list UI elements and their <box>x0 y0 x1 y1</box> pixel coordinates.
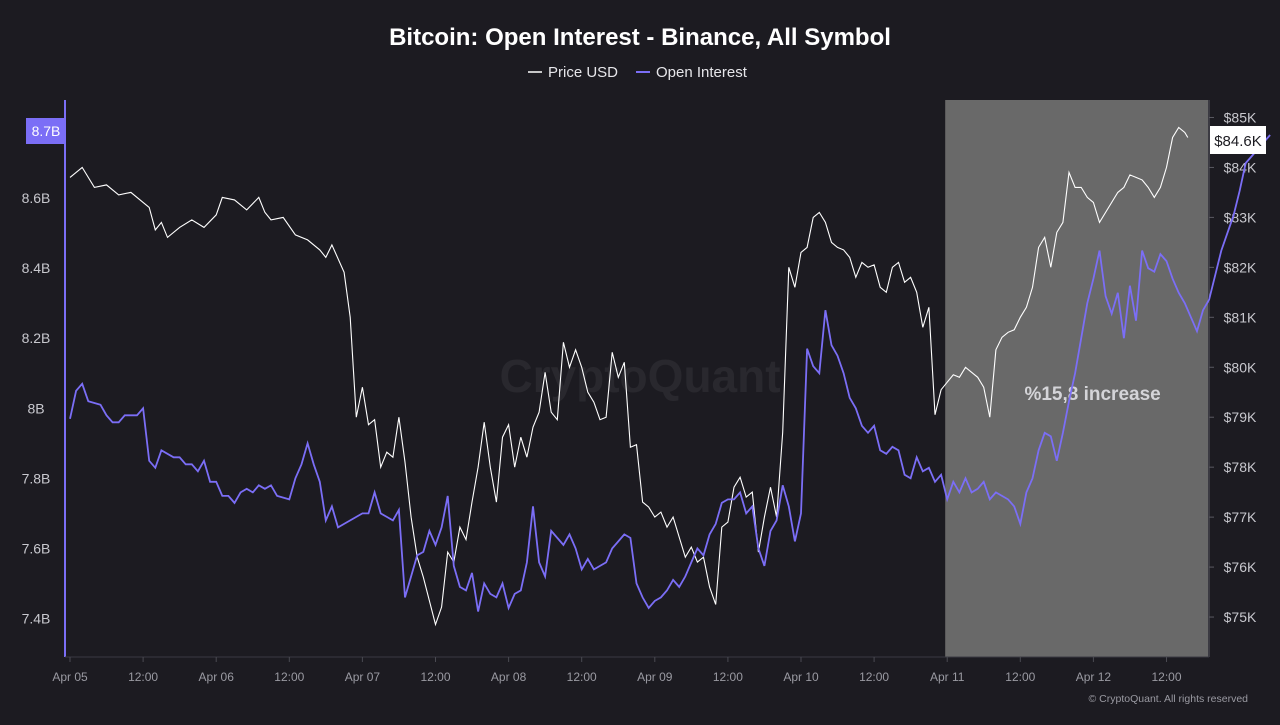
left-last-value-label: 8.7B <box>32 123 61 139</box>
x-axis-tick-label: Apr 09 <box>637 670 673 684</box>
right-axis-tick-label: $79K <box>1224 409 1257 425</box>
x-axis-tick-label: 12:00 <box>713 670 743 684</box>
left-axis-ticks: 7.4B 7.6B 7.8B 8B 8.2B 8.4B 8.6B <box>22 190 51 626</box>
x-axis-tick-label: 12:00 <box>859 670 889 684</box>
series-line-price-usd <box>69 126 1189 627</box>
x-axis-tick-label: 12:00 <box>567 670 597 684</box>
left-axis-tick-label: 7.4B <box>22 610 51 626</box>
footer-copyright: © CryptoQuant. All rights reserved <box>1089 693 1249 705</box>
right-axis-tick-label: $82K <box>1224 259 1257 275</box>
left-axis-tick-label: 8.2B <box>22 330 51 346</box>
right-axis-tick-label: $77K <box>1224 509 1257 525</box>
right-axis-tick-label: $85K <box>1224 109 1257 125</box>
left-last-value-tag: 8.7B <box>26 118 65 144</box>
right-axis-tick-label: $84K <box>1224 159 1257 175</box>
left-axis-tick-label: 8.4B <box>22 260 51 276</box>
right-axis-tick-label: $81K <box>1224 309 1257 325</box>
x-axis-tick-label: Apr 11 <box>930 670 965 684</box>
legend-label-price[interactable]: Price USD <box>548 64 618 81</box>
right-last-value-label: $84.6K <box>1214 133 1262 150</box>
legend-label-open-interest[interactable]: Open Interest <box>656 64 748 81</box>
x-axis-tick-label: Apr 10 <box>783 670 819 684</box>
left-axis-tick-label: 8B <box>27 400 44 416</box>
left-axis-tick-label: 8.6B <box>22 190 51 206</box>
right-axis-tick-label: $83K <box>1224 209 1257 225</box>
right-axis-tick-label: $78K <box>1224 459 1257 475</box>
x-axis-tick-label: 12:00 <box>128 670 158 684</box>
x-axis-tick-label: Apr 07 <box>345 670 381 684</box>
right-axis-tick-label: $76K <box>1224 559 1257 575</box>
x-axis-tick-label: Apr 08 <box>491 670 527 684</box>
watermark-text: CryptoQuant <box>499 350 780 402</box>
legend: Price USD Open Interest <box>528 64 748 81</box>
series-line-open-interest <box>69 134 1271 612</box>
left-axis-tick-label: 7.6B <box>22 540 51 556</box>
right-last-value-tag: $84.6K <box>1210 126 1266 154</box>
right-axis-tick-label: $75K <box>1224 609 1257 625</box>
highlight-region <box>945 100 1208 657</box>
x-axis-tick-label: Apr 05 <box>52 670 88 684</box>
x-axis-tick-label: Apr 12 <box>1076 670 1112 684</box>
x-axis-tick-label: 12:00 <box>1005 670 1035 684</box>
right-last-value-box <box>1210 126 1266 154</box>
highlight-annotation: %15,8 increase <box>1024 384 1160 405</box>
right-axis-tick-label: $80K <box>1224 359 1257 375</box>
left-axis-tick-label: 7.8B <box>22 470 51 486</box>
x-axis-ticks: Apr 05 12:00 Apr 06 12:00 Apr 07 12:00 Apr 08 1… <box>52 657 1182 684</box>
x-axis-tick-label: Apr 06 <box>199 670 235 684</box>
left-last-value-box <box>26 118 65 144</box>
x-axis-tick-label: 12:00 <box>420 670 450 684</box>
chart-title: Bitcoin: Open Interest - Binance, All Sy… <box>389 24 891 51</box>
x-axis-tick-label: 12:00 <box>1151 670 1181 684</box>
x-axis-tick-label: 12:00 <box>274 670 304 684</box>
right-axis-ticks: $75K $76K $77K $78K $79K $80K $81K $82K $83K $84K… <box>1209 109 1257 625</box>
